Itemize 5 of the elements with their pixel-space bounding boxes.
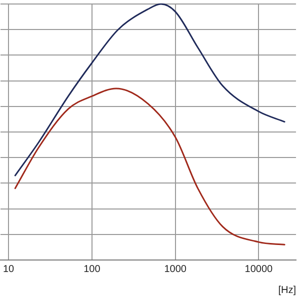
x-tick-label: 100 — [84, 264, 101, 275]
x-tick-label: 10 — [3, 264, 15, 275]
x-tick-label: 1000 — [164, 264, 187, 275]
x-axis-title: [Hz] — [278, 284, 296, 296]
x-tick-label: 10000 — [244, 264, 274, 275]
